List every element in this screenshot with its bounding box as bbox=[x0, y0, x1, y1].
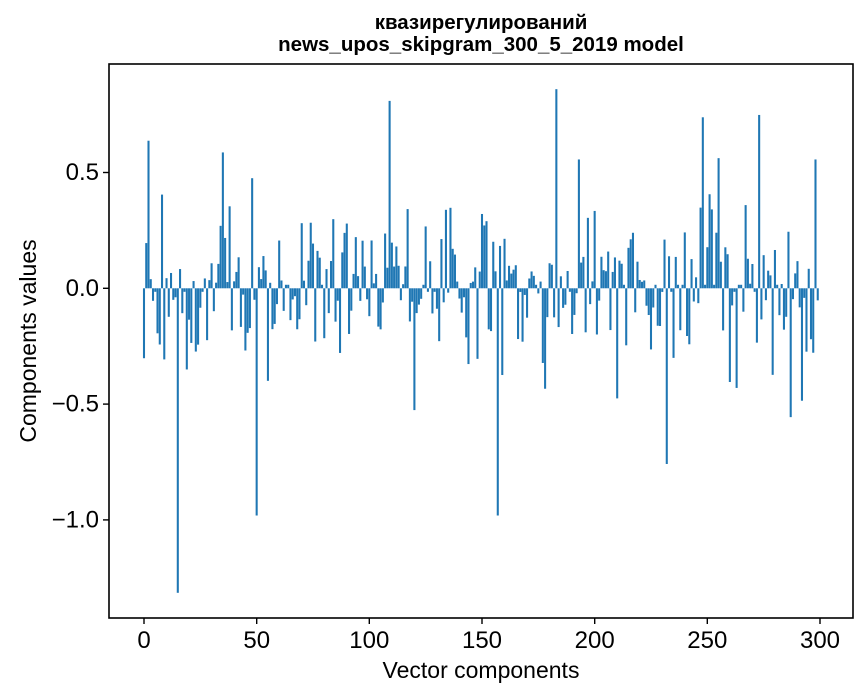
svg-text:50: 50 bbox=[243, 627, 270, 654]
svg-text:300: 300 bbox=[800, 627, 840, 654]
svg-text:0.5: 0.5 bbox=[66, 159, 99, 186]
svg-text:−0.5: −0.5 bbox=[52, 391, 99, 418]
svg-text:250: 250 bbox=[687, 627, 727, 654]
svg-text:−1.0: −1.0 bbox=[52, 506, 99, 533]
svg-text:200: 200 bbox=[575, 627, 615, 654]
svg-text:150: 150 bbox=[462, 627, 502, 654]
svg-text:0: 0 bbox=[137, 627, 150, 654]
svg-text:100: 100 bbox=[349, 627, 389, 654]
svg-text:0.0: 0.0 bbox=[66, 275, 99, 302]
